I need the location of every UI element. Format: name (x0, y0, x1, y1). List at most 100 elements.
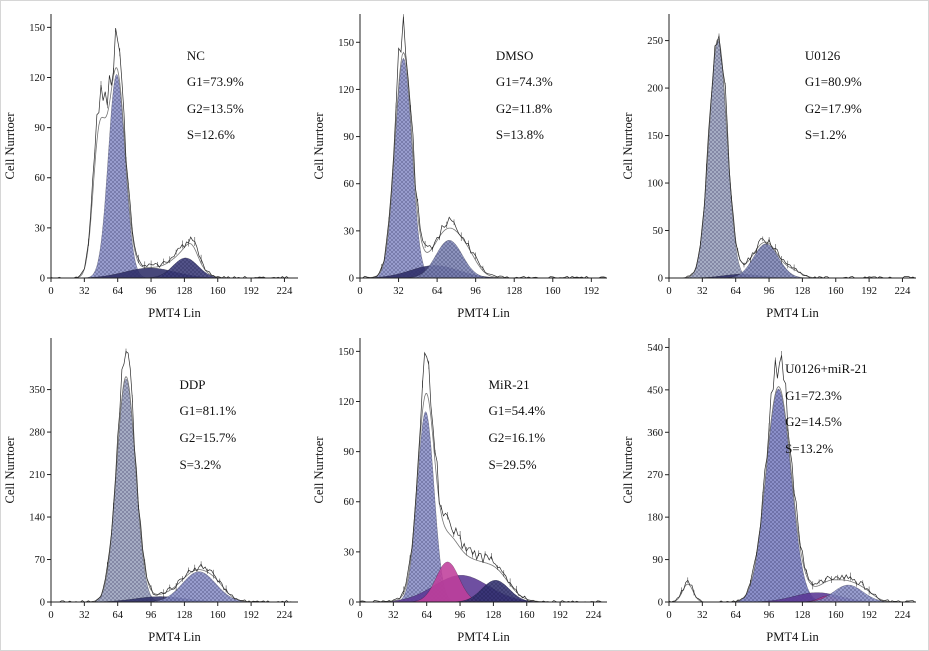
svg-text:70: 70 (35, 555, 46, 566)
svg-text:Cell Nurrtoer: Cell Nurrtoer (3, 111, 17, 179)
svg-text:192: 192 (243, 610, 259, 621)
svg-text:PMT4 Lin: PMT4 Lin (766, 306, 819, 320)
svg-text:250: 250 (647, 36, 663, 47)
svg-text:0: 0 (40, 273, 45, 284)
svg-text:360: 360 (647, 427, 663, 438)
svg-text:64: 64 (730, 610, 741, 621)
svg-text:PMT4 Lin: PMT4 Lin (148, 630, 201, 644)
svg-text:PMT4 Lin: PMT4 Lin (148, 306, 201, 320)
svg-text:128: 128 (177, 610, 193, 621)
svg-text:350: 350 (29, 385, 45, 396)
svg-text:120: 120 (29, 72, 45, 83)
svg-text:30: 30 (35, 223, 46, 234)
svg-text:192: 192 (583, 286, 599, 297)
svg-text:160: 160 (545, 286, 561, 297)
svg-text:270: 270 (647, 470, 663, 481)
svg-text:200: 200 (647, 83, 663, 94)
panel-nc: 0 32 64 96 128 160 192 224 0 30 60 90 120 150 PMT4 Lin… (1, 2, 310, 326)
flow-histogram-u0126: 0 32 64 96 128 160 192 224 0 50 100 150 200 250 PMT4 L… (621, 13, 916, 320)
svg-text:450: 450 (647, 385, 663, 396)
svg-text:192: 192 (552, 610, 568, 621)
svg-text:32: 32 (79, 286, 90, 297)
svg-text:96: 96 (146, 286, 157, 297)
svg-text:Cell Nurrtoer: Cell Nurrtoer (621, 435, 635, 503)
panel-mir-21: 0 32 64 96 128 160 192 224 0 30 60 90 120 150 PMT4 Lin… (310, 326, 619, 650)
svg-text:32: 32 (697, 286, 708, 297)
svg-text:128: 128 (795, 286, 811, 297)
svg-text:160: 160 (828, 610, 844, 621)
svg-text:160: 160 (828, 286, 844, 297)
svg-text:160: 160 (519, 610, 535, 621)
svg-text:0: 0 (658, 597, 663, 608)
panel-dmso: 0 32 64 96 128 160 192 0 30 60 90 120 150 PMT4 Lin Cel… (310, 2, 619, 326)
svg-text:32: 32 (393, 286, 404, 297)
svg-text:150: 150 (338, 346, 354, 357)
svg-text:0: 0 (48, 610, 53, 621)
svg-text:60: 60 (344, 179, 355, 190)
panel-u0126-mir-21: 0 32 64 96 128 160 192 224 0 90 180 270 360 450 540 PMT… (619, 326, 928, 650)
svg-text:0: 0 (48, 286, 53, 297)
svg-text:0: 0 (349, 597, 354, 608)
svg-text:64: 64 (432, 286, 443, 297)
svg-text:PMT4 Lin: PMT4 Lin (457, 306, 510, 320)
svg-text:0: 0 (357, 286, 362, 297)
svg-text:150: 150 (29, 22, 45, 33)
svg-text:64: 64 (112, 286, 123, 297)
svg-text:224: 224 (277, 610, 294, 621)
svg-text:160: 160 (210, 286, 226, 297)
svg-text:280: 280 (29, 427, 45, 438)
svg-text:50: 50 (653, 226, 664, 237)
svg-text:0: 0 (349, 273, 354, 284)
svg-text:32: 32 (79, 610, 90, 621)
svg-text:90: 90 (653, 555, 664, 566)
svg-text:128: 128 (177, 286, 193, 297)
svg-text:210: 210 (29, 470, 45, 481)
svg-text:224: 224 (895, 286, 912, 297)
panel-u0126: 0 32 64 96 128 160 192 224 0 50 100 150 200 250 PMT4 L… (619, 2, 928, 326)
svg-text:224: 224 (586, 610, 603, 621)
svg-text:192: 192 (861, 286, 877, 297)
svg-text:90: 90 (344, 447, 355, 458)
svg-text:100: 100 (647, 178, 663, 189)
svg-text:90: 90 (35, 123, 46, 134)
svg-text:60: 60 (35, 173, 46, 184)
svg-text:64: 64 (421, 610, 432, 621)
svg-text:160: 160 (210, 610, 226, 621)
svg-text:0: 0 (666, 610, 671, 621)
svg-text:96: 96 (764, 610, 775, 621)
svg-text:540: 540 (647, 342, 663, 353)
svg-text:Cell Nurrtoer: Cell Nurrtoer (312, 435, 326, 503)
svg-text:120: 120 (338, 396, 354, 407)
svg-text:96: 96 (455, 610, 466, 621)
svg-text:150: 150 (338, 37, 354, 48)
svg-text:96: 96 (470, 286, 481, 297)
svg-text:90: 90 (344, 132, 355, 143)
svg-text:64: 64 (112, 610, 123, 621)
svg-text:96: 96 (764, 286, 775, 297)
svg-text:0: 0 (658, 273, 663, 284)
svg-text:Cell Nurrtoer: Cell Nurrtoer (312, 111, 326, 179)
svg-text:Cell Nurrtoer: Cell Nurrtoer (3, 435, 17, 503)
svg-text:150: 150 (647, 131, 663, 142)
panel-ddp: 0 32 64 96 128 160 192 224 0 70 140 210 280 350 PMT4 L… (1, 326, 310, 650)
svg-text:0: 0 (666, 286, 671, 297)
svg-text:32: 32 (697, 610, 708, 621)
svg-text:128: 128 (795, 610, 811, 621)
svg-text:140: 140 (29, 512, 45, 523)
svg-text:224: 224 (895, 610, 912, 621)
svg-text:120: 120 (338, 84, 354, 95)
svg-text:192: 192 (861, 610, 877, 621)
flow-histogram-u0126-mir-21: 0 32 64 96 128 160 192 224 0 90 180 270 360 450 540 PMT… (621, 337, 916, 644)
svg-text:224: 224 (277, 286, 294, 297)
svg-text:30: 30 (344, 547, 355, 558)
svg-text:60: 60 (344, 497, 355, 508)
svg-text:PMT4 Lin: PMT4 Lin (766, 630, 819, 644)
svg-text:128: 128 (486, 610, 502, 621)
svg-text:96: 96 (146, 610, 157, 621)
svg-text:0: 0 (40, 597, 45, 608)
svg-text:180: 180 (647, 512, 663, 523)
flow-histogram-mir-21: 0 32 64 96 128 160 192 224 0 30 60 90 120 150 PMT4 Lin… (312, 337, 607, 644)
svg-text:30: 30 (344, 226, 355, 237)
flow-histogram-ddp: 0 32 64 96 128 160 192 224 0 70 140 210 280 350 PMT4 L… (3, 337, 298, 644)
